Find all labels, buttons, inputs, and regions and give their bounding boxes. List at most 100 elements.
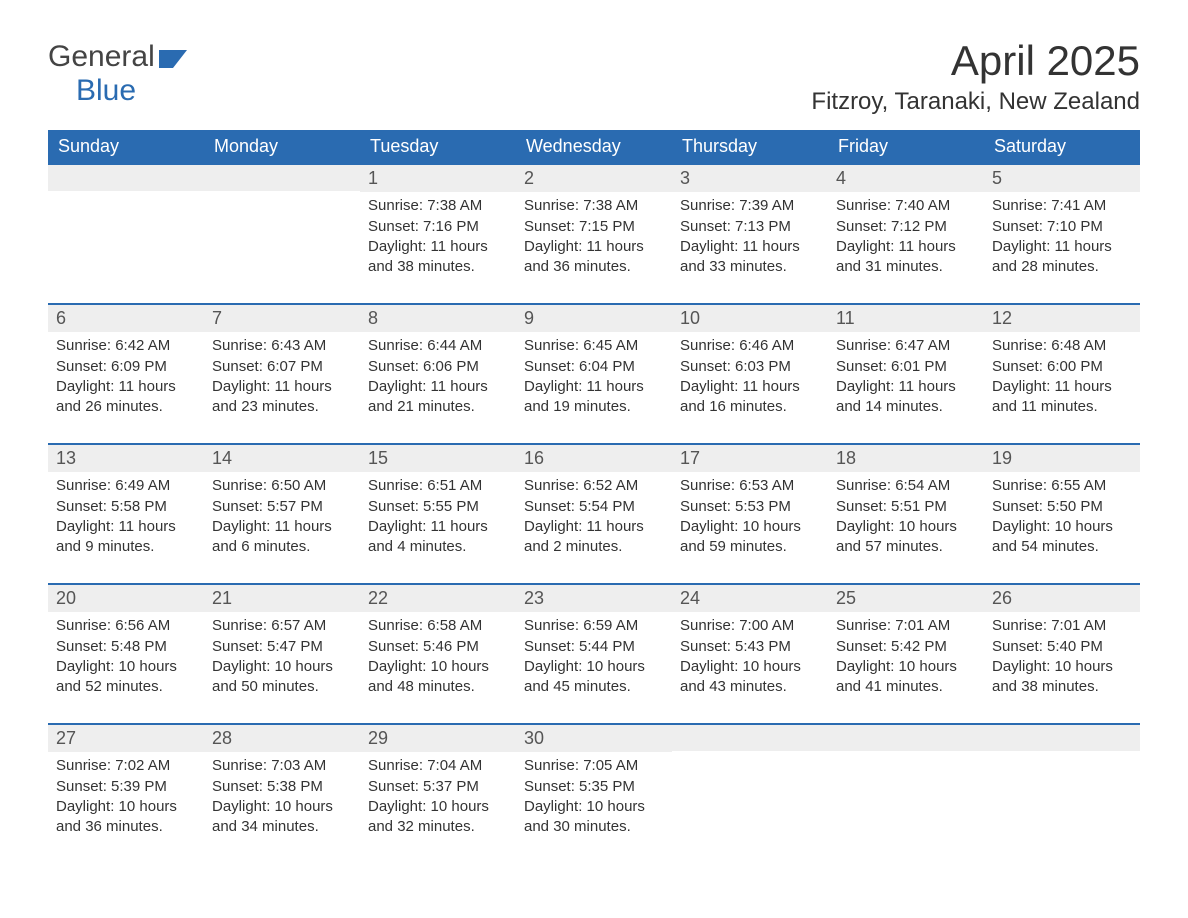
- calendar-day-cell: 7Sunrise: 6:43 AMSunset: 6:07 PMDaylight…: [204, 304, 360, 444]
- calendar-day-cell: [672, 724, 828, 863]
- sunrise-text: Sunrise: 7:02 AM: [56, 756, 196, 776]
- day-number: 22: [360, 585, 516, 612]
- sunrise-text: Sunrise: 7:39 AM: [680, 196, 820, 216]
- daylight-text: Daylight: 11 hours: [836, 377, 976, 397]
- sunset-text: Sunset: 5:57 PM: [212, 497, 352, 517]
- calendar-table: Sunday Monday Tuesday Wednesday Thursday…: [48, 130, 1140, 863]
- day-number: [828, 725, 984, 751]
- day-body: Sunrise: 6:54 AMSunset: 5:51 PMDaylight:…: [828, 472, 984, 565]
- day-body: Sunrise: 6:53 AMSunset: 5:53 PMDaylight:…: [672, 472, 828, 565]
- day-number: 7: [204, 305, 360, 332]
- daylight-text: Daylight: 11 hours: [524, 237, 664, 257]
- day-body: Sunrise: 7:04 AMSunset: 5:37 PMDaylight:…: [360, 752, 516, 845]
- daylight-text: and 57 minutes.: [836, 537, 976, 557]
- calendar-day-cell: [984, 724, 1140, 863]
- day-number: 16: [516, 445, 672, 472]
- sunset-text: Sunset: 6:00 PM: [992, 357, 1132, 377]
- sunset-text: Sunset: 7:16 PM: [368, 217, 508, 237]
- sunrise-text: Sunrise: 6:52 AM: [524, 476, 664, 496]
- sunrise-text: Sunrise: 7:01 AM: [836, 616, 976, 636]
- weekday-header: Thursday: [672, 130, 828, 164]
- sunrise-text: Sunrise: 7:01 AM: [992, 616, 1132, 636]
- calendar-day-cell: [204, 164, 360, 304]
- day-body: Sunrise: 6:56 AMSunset: 5:48 PMDaylight:…: [48, 612, 204, 705]
- calendar-week-row: 27Sunrise: 7:02 AMSunset: 5:39 PMDayligh…: [48, 724, 1140, 863]
- calendar-week-row: 20Sunrise: 6:56 AMSunset: 5:48 PMDayligh…: [48, 584, 1140, 724]
- day-number: 20: [48, 585, 204, 612]
- weekday-header: Saturday: [984, 130, 1140, 164]
- day-body: Sunrise: 7:38 AMSunset: 7:15 PMDaylight:…: [516, 192, 672, 285]
- sunrise-text: Sunrise: 6:44 AM: [368, 336, 508, 356]
- day-body: Sunrise: 6:45 AMSunset: 6:04 PMDaylight:…: [516, 332, 672, 425]
- day-body: Sunrise: 6:52 AMSunset: 5:54 PMDaylight:…: [516, 472, 672, 565]
- sunset-text: Sunset: 5:58 PM: [56, 497, 196, 517]
- sunset-text: Sunset: 6:06 PM: [368, 357, 508, 377]
- daylight-text: Daylight: 10 hours: [836, 517, 976, 537]
- day-number: 17: [672, 445, 828, 472]
- calendar-day-cell: 18Sunrise: 6:54 AMSunset: 5:51 PMDayligh…: [828, 444, 984, 584]
- daylight-text: Daylight: 11 hours: [368, 377, 508, 397]
- logo-flag-icon: [159, 46, 193, 68]
- sunrise-text: Sunrise: 7:38 AM: [368, 196, 508, 216]
- day-body: Sunrise: 7:02 AMSunset: 5:39 PMDaylight:…: [48, 752, 204, 845]
- daylight-text: Daylight: 10 hours: [992, 517, 1132, 537]
- daylight-text: Daylight: 10 hours: [212, 797, 352, 817]
- sunset-text: Sunset: 5:43 PM: [680, 637, 820, 657]
- sunset-text: Sunset: 6:09 PM: [56, 357, 196, 377]
- daylight-text: and 31 minutes.: [836, 257, 976, 277]
- calendar-day-cell: 19Sunrise: 6:55 AMSunset: 5:50 PMDayligh…: [984, 444, 1140, 584]
- weekday-header: Tuesday: [360, 130, 516, 164]
- calendar-day-cell: 28Sunrise: 7:03 AMSunset: 5:38 PMDayligh…: [204, 724, 360, 863]
- daylight-text: and 48 minutes.: [368, 677, 508, 697]
- sunrise-text: Sunrise: 6:54 AM: [836, 476, 976, 496]
- daylight-text: Daylight: 11 hours: [524, 377, 664, 397]
- daylight-text: Daylight: 11 hours: [368, 237, 508, 257]
- calendar-day-cell: 9Sunrise: 6:45 AMSunset: 6:04 PMDaylight…: [516, 304, 672, 444]
- daylight-text: and 38 minutes.: [992, 677, 1132, 697]
- calendar-day-cell: 29Sunrise: 7:04 AMSunset: 5:37 PMDayligh…: [360, 724, 516, 863]
- day-number: 1: [360, 165, 516, 192]
- calendar-day-cell: 16Sunrise: 6:52 AMSunset: 5:54 PMDayligh…: [516, 444, 672, 584]
- sunrise-text: Sunrise: 7:04 AM: [368, 756, 508, 776]
- logo-text-1: General: [48, 40, 155, 74]
- calendar-week-row: 6Sunrise: 6:42 AMSunset: 6:09 PMDaylight…: [48, 304, 1140, 444]
- day-body: Sunrise: 6:58 AMSunset: 5:46 PMDaylight:…: [360, 612, 516, 705]
- day-number: 18: [828, 445, 984, 472]
- sunrise-text: Sunrise: 6:58 AM: [368, 616, 508, 636]
- weekday-header: Wednesday: [516, 130, 672, 164]
- weekday-header: Friday: [828, 130, 984, 164]
- day-body: Sunrise: 7:41 AMSunset: 7:10 PMDaylight:…: [984, 192, 1140, 285]
- daylight-text: Daylight: 10 hours: [56, 657, 196, 677]
- day-body: Sunrise: 6:51 AMSunset: 5:55 PMDaylight:…: [360, 472, 516, 565]
- sunrise-text: Sunrise: 7:03 AM: [212, 756, 352, 776]
- sunrise-text: Sunrise: 7:00 AM: [680, 616, 820, 636]
- calendar-day-cell: 15Sunrise: 6:51 AMSunset: 5:55 PMDayligh…: [360, 444, 516, 584]
- daylight-text: and 4 minutes.: [368, 537, 508, 557]
- sunset-text: Sunset: 7:12 PM: [836, 217, 976, 237]
- daylight-text: and 2 minutes.: [524, 537, 664, 557]
- sunrise-text: Sunrise: 7:38 AM: [524, 196, 664, 216]
- day-number: [48, 165, 204, 191]
- day-body: [828, 751, 984, 763]
- day-body: Sunrise: 6:48 AMSunset: 6:00 PMDaylight:…: [984, 332, 1140, 425]
- sunset-text: Sunset: 6:01 PM: [836, 357, 976, 377]
- sunrise-text: Sunrise: 6:50 AM: [212, 476, 352, 496]
- calendar-day-cell: 30Sunrise: 7:05 AMSunset: 5:35 PMDayligh…: [516, 724, 672, 863]
- sunrise-text: Sunrise: 6:57 AM: [212, 616, 352, 636]
- day-number: 24: [672, 585, 828, 612]
- calendar-day-cell: 8Sunrise: 6:44 AMSunset: 6:06 PMDaylight…: [360, 304, 516, 444]
- day-body: Sunrise: 7:05 AMSunset: 5:35 PMDaylight:…: [516, 752, 672, 845]
- daylight-text: and 36 minutes.: [56, 817, 196, 837]
- day-number: 14: [204, 445, 360, 472]
- daylight-text: Daylight: 10 hours: [368, 657, 508, 677]
- day-number: 26: [984, 585, 1140, 612]
- sunset-text: Sunset: 5:48 PM: [56, 637, 196, 657]
- daylight-text: and 36 minutes.: [524, 257, 664, 277]
- daylight-text: Daylight: 11 hours: [680, 237, 820, 257]
- day-number: 3: [672, 165, 828, 192]
- daylight-text: and 28 minutes.: [992, 257, 1132, 277]
- weekday-header: Monday: [204, 130, 360, 164]
- day-number: 2: [516, 165, 672, 192]
- sunrise-text: Sunrise: 6:47 AM: [836, 336, 976, 356]
- sunset-text: Sunset: 5:50 PM: [992, 497, 1132, 517]
